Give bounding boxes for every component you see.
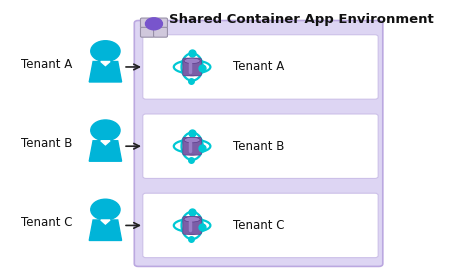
FancyBboxPatch shape — [140, 18, 154, 28]
Circle shape — [91, 120, 120, 141]
Circle shape — [91, 199, 120, 220]
FancyBboxPatch shape — [183, 137, 201, 155]
Ellipse shape — [184, 229, 200, 234]
Polygon shape — [101, 62, 110, 66]
Circle shape — [91, 41, 120, 62]
FancyBboxPatch shape — [183, 58, 201, 76]
FancyBboxPatch shape — [153, 27, 168, 37]
FancyBboxPatch shape — [140, 27, 154, 37]
Ellipse shape — [184, 137, 200, 143]
Text: Tenant A: Tenant A — [20, 58, 72, 71]
FancyBboxPatch shape — [153, 18, 168, 28]
FancyBboxPatch shape — [183, 217, 201, 234]
Ellipse shape — [184, 217, 200, 222]
Text: Tenant B: Tenant B — [232, 140, 284, 153]
Ellipse shape — [184, 70, 200, 76]
Polygon shape — [101, 220, 110, 224]
Polygon shape — [89, 62, 122, 82]
Polygon shape — [89, 220, 122, 240]
Text: Tenant C: Tenant C — [20, 216, 72, 229]
Polygon shape — [89, 141, 122, 161]
Text: Tenant C: Tenant C — [232, 219, 284, 232]
FancyBboxPatch shape — [134, 20, 383, 266]
FancyBboxPatch shape — [143, 35, 378, 99]
Text: Tenant A: Tenant A — [232, 60, 284, 73]
Ellipse shape — [184, 150, 200, 155]
FancyBboxPatch shape — [143, 193, 378, 258]
Circle shape — [145, 18, 163, 30]
FancyBboxPatch shape — [143, 114, 378, 179]
Text: Shared Container App Environment: Shared Container App Environment — [169, 13, 434, 26]
Polygon shape — [101, 141, 110, 145]
Text: Tenant B: Tenant B — [20, 137, 72, 150]
Ellipse shape — [184, 58, 200, 63]
